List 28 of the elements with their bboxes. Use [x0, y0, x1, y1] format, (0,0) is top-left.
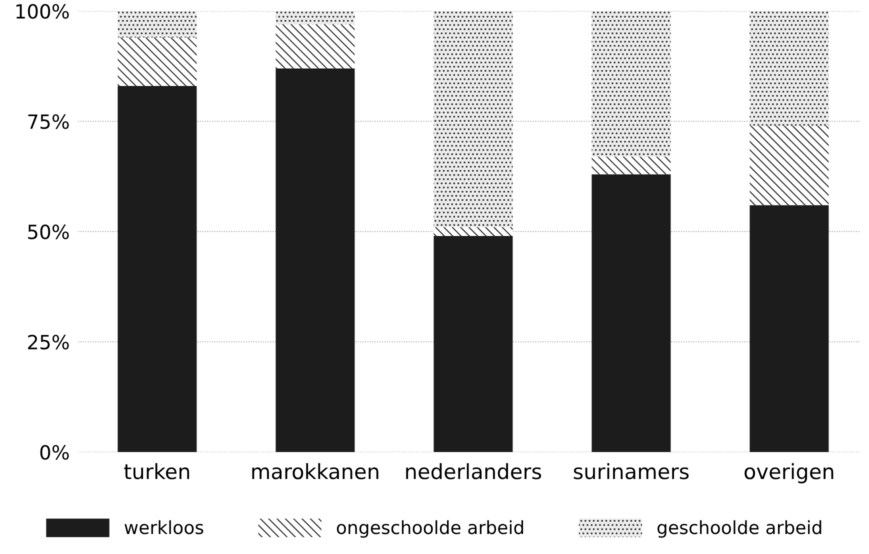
legend-label: ongeschoolde arbeid — [336, 520, 524, 538]
bar — [276, 68, 355, 452]
x-tick-label: overigen — [744, 463, 834, 484]
x-tick-label: surinamers — [574, 463, 689, 480]
legend-label: geschoolde arbeid — [658, 520, 822, 538]
bar — [592, 11, 671, 157]
y-tick-label: 100% — [16, 4, 69, 19]
bar — [592, 156, 671, 174]
bar — [118, 86, 197, 452]
x-tick-label: nederlanders — [406, 463, 542, 480]
bar — [434, 236, 513, 452]
bar — [750, 126, 829, 206]
y-tick-label: 25% — [28, 334, 69, 350]
x-tick-label: marokkanen — [252, 463, 378, 480]
x-tick-label: turken — [124, 463, 190, 480]
y-tick-label: 50% — [28, 224, 69, 240]
bar — [118, 38, 197, 86]
legend-label: werkloos — [124, 520, 204, 534]
bar — [592, 174, 671, 452]
y-tick-label: 75% — [28, 114, 69, 129]
bar — [750, 205, 829, 452]
y-tick-label: 0% — [40, 445, 69, 460]
bar — [276, 24, 355, 68]
bar — [750, 11, 829, 126]
bar — [434, 227, 513, 236]
bar — [118, 11, 197, 38]
bar — [434, 11, 513, 228]
bar — [276, 11, 355, 24]
